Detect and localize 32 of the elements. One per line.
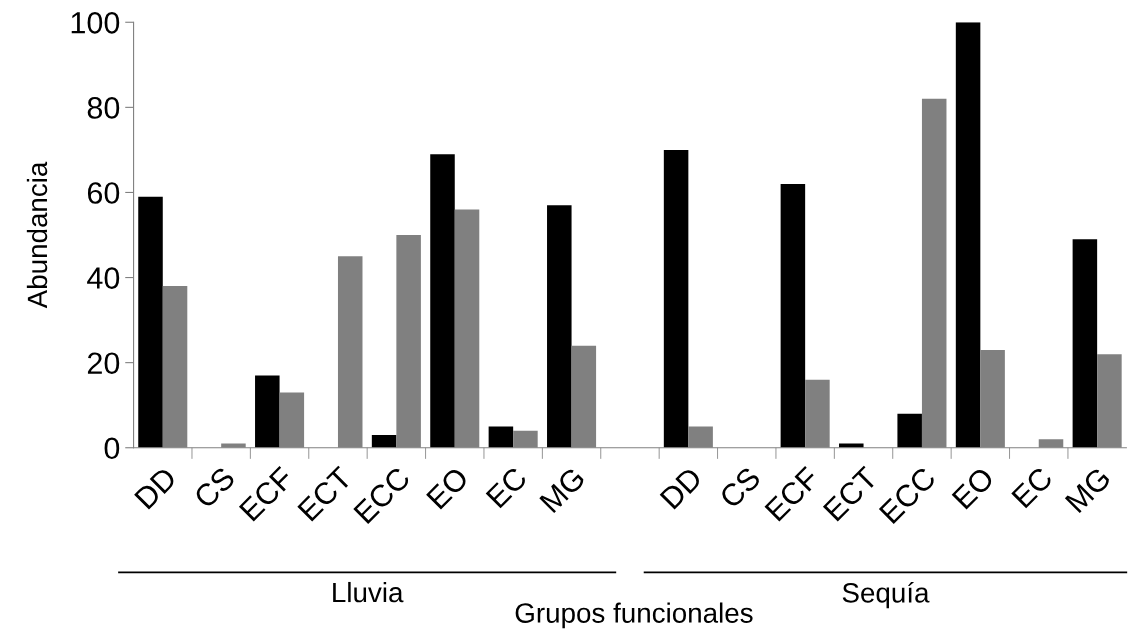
bar (547, 205, 572, 448)
y-axis-title: Abundancia (26, 161, 48, 309)
y-tick-label: 20 (87, 352, 120, 375)
bar (897, 413, 922, 448)
bar (780, 183, 806, 448)
bar (955, 22, 981, 448)
y-tick-label: 80 (87, 97, 120, 119)
bar (430, 154, 455, 448)
text: Lluvia (333, 581, 404, 603)
bar (371, 434, 397, 448)
x-tick-label: EC (1011, 465, 1054, 509)
x-tick-label: EC (485, 465, 529, 509)
y-tick-label: 60 (87, 182, 120, 204)
x-tick-label: CS (718, 465, 762, 510)
text: Sequía (842, 581, 930, 609)
x-tick-label: CS (192, 465, 237, 510)
x-tick-label: MG (539, 466, 586, 514)
x-tick-label: DD (134, 466, 178, 510)
bar (138, 196, 163, 448)
x-tick-label: MG (1064, 466, 1112, 514)
bar (255, 375, 280, 448)
bar (488, 426, 514, 448)
y-tick-label: 0 (104, 437, 120, 460)
bar (663, 149, 689, 448)
x-tick-label: EO (425, 466, 470, 510)
bar (839, 443, 864, 448)
y-tick-label: 100 (71, 12, 120, 34)
bar (1072, 239, 1098, 448)
x-axis-title: Grupos funcionales (515, 602, 753, 629)
y-tick-label: 40 (87, 267, 120, 289)
x-tick-label: EO (951, 466, 996, 510)
x-tick-label: DD (659, 466, 703, 510)
